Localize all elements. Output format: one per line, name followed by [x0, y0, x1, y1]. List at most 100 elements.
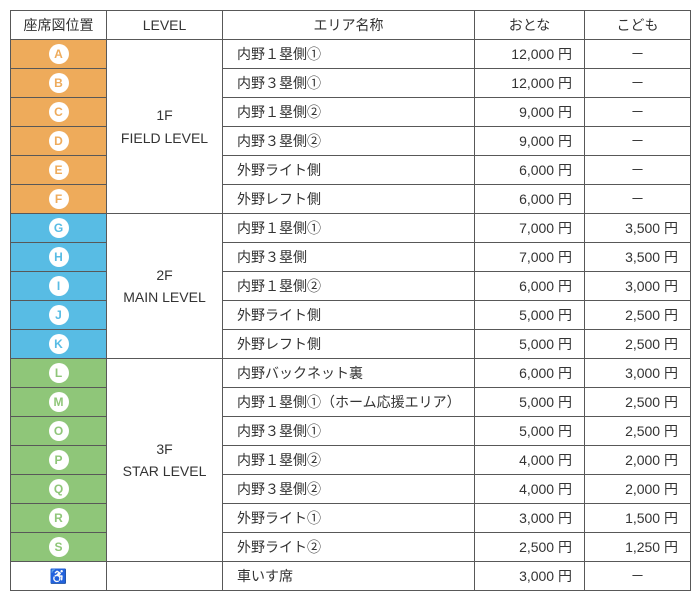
seat-pos-cell: P [11, 446, 107, 475]
area-name: 外野レフト側 [223, 330, 475, 359]
child-price: 2,500 円 [585, 388, 691, 417]
seat-letter-badge: J [49, 305, 69, 325]
seat-pos-cell: A [11, 40, 107, 69]
seat-letter-badge: D [49, 131, 69, 151]
child-price: － [585, 185, 691, 214]
area-name: 内野１塁側① [223, 214, 475, 243]
area-name: 内野バックネット裏 [223, 359, 475, 388]
area-name: 内野３塁側 [223, 243, 475, 272]
adult-price: 6,000 円 [475, 272, 585, 301]
level-line1: 3F [107, 438, 222, 460]
seat-letter-badge: K [49, 334, 69, 354]
area-name: 内野３塁側① [223, 417, 475, 446]
seat-letter-badge: H [49, 247, 69, 267]
header-pos: 座席図位置 [11, 11, 107, 40]
adult-price: 5,000 円 [475, 417, 585, 446]
seat-letter-badge: M [49, 392, 69, 412]
area-name: 内野１塁側①（ホーム応援エリア） [223, 388, 475, 417]
seat-pos-cell: I [11, 272, 107, 301]
adult-price: 9,000 円 [475, 127, 585, 156]
area-name: 内野１塁側① [223, 40, 475, 69]
area-name: 内野１塁側② [223, 272, 475, 301]
seat-pos-cell: H [11, 243, 107, 272]
child-price: 2,500 円 [585, 417, 691, 446]
seat-pos-cell: E [11, 156, 107, 185]
child-price: 1,500 円 [585, 504, 691, 533]
area-name: 外野ライト側 [223, 156, 475, 185]
seat-pos-cell: B [11, 69, 107, 98]
child-price: － [585, 69, 691, 98]
area-name: 内野３塁側① [223, 69, 475, 98]
seat-letter-badge: G [49, 218, 69, 238]
level-cell-wheelchair [107, 562, 223, 591]
seat-letter-badge: C [49, 102, 69, 122]
adult-price: 5,000 円 [475, 301, 585, 330]
seat-pos-cell: R [11, 504, 107, 533]
area-name: 車いす席 [223, 562, 475, 591]
level-line1: 1F [107, 104, 222, 126]
table-row-wheelchair: ♿車いす席3,000 円－ [11, 562, 691, 591]
adult-price: 9,000 円 [475, 98, 585, 127]
child-price: 3,500 円 [585, 214, 691, 243]
adult-price: 7,000 円 [475, 243, 585, 272]
child-price: 3,000 円 [585, 359, 691, 388]
child-price: － [585, 40, 691, 69]
header-level: LEVEL [107, 11, 223, 40]
seat-pos-cell: J [11, 301, 107, 330]
table-row: G2FMAIN LEVEL内野１塁側①7,000 円3,500 円 [11, 214, 691, 243]
child-price: 2,500 円 [585, 301, 691, 330]
seat-pos-cell: F [11, 185, 107, 214]
seat-pos-cell: G [11, 214, 107, 243]
adult-price: 6,000 円 [475, 185, 585, 214]
seat-pos-cell: O [11, 417, 107, 446]
adult-price: 2,500 円 [475, 533, 585, 562]
seat-letter-badge: B [49, 73, 69, 93]
seat-letter-badge: R [49, 508, 69, 528]
child-price: － [585, 127, 691, 156]
area-name: 内野３塁側② [223, 127, 475, 156]
area-name: 内野１塁側② [223, 446, 475, 475]
child-price: 2,500 円 [585, 330, 691, 359]
child-price: － [585, 98, 691, 127]
child-price: 2,000 円 [585, 446, 691, 475]
adult-price: 4,000 円 [475, 475, 585, 504]
level-cell-3f: 3FSTAR LEVEL [107, 359, 223, 562]
adult-price: 12,000 円 [475, 40, 585, 69]
adult-price: 3,000 円 [475, 562, 585, 591]
child-price: 1,250 円 [585, 533, 691, 562]
seat-pos-cell: M [11, 388, 107, 417]
adult-price: 4,000 円 [475, 446, 585, 475]
area-name: 内野１塁側② [223, 98, 475, 127]
seat-pos-cell: Q [11, 475, 107, 504]
seat-letter-badge: A [49, 44, 69, 64]
seat-pos-cell: L [11, 359, 107, 388]
level-cell-2f: 2FMAIN LEVEL [107, 214, 223, 359]
level-line1: 2F [107, 264, 222, 286]
area-name: 外野ライト② [223, 533, 475, 562]
adult-price: 5,000 円 [475, 330, 585, 359]
area-name: 外野ライト① [223, 504, 475, 533]
area-name: 内野３塁側② [223, 475, 475, 504]
child-price: 3,000 円 [585, 272, 691, 301]
area-name: 外野レフト側 [223, 185, 475, 214]
child-price: － [585, 156, 691, 185]
seat-letter-badge: E [49, 160, 69, 180]
adult-price: 7,000 円 [475, 214, 585, 243]
header-area: エリア名称 [223, 11, 475, 40]
header-row: 座席図位置 LEVEL エリア名称 おとな こども [11, 11, 691, 40]
seat-pos-cell: S [11, 533, 107, 562]
seat-letter-badge: O [49, 421, 69, 441]
header-child: こども [585, 11, 691, 40]
adult-price: 5,000 円 [475, 388, 585, 417]
seat-letter-badge: Q [49, 479, 69, 499]
table-row: A1FFIELD LEVEL内野１塁側①12,000 円－ [11, 40, 691, 69]
seat-pos-cell: D [11, 127, 107, 156]
seat-letter-badge: S [49, 537, 69, 557]
seat-pos-cell: C [11, 98, 107, 127]
adult-price: 6,000 円 [475, 359, 585, 388]
header-adult: おとな [475, 11, 585, 40]
adult-price: 12,000 円 [475, 69, 585, 98]
child-price: 2,000 円 [585, 475, 691, 504]
seat-letter-badge: P [49, 450, 69, 470]
level-line2: FIELD LEVEL [107, 127, 222, 149]
